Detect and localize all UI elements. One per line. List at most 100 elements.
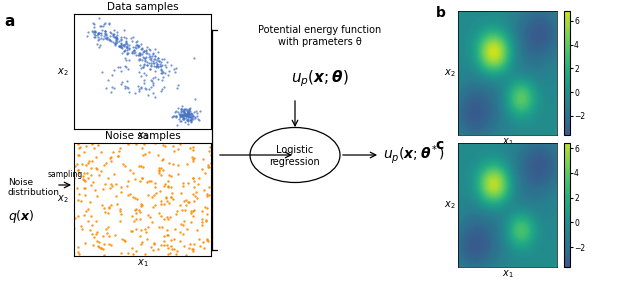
Point: [119, 238, 129, 243]
Point: [76, 199, 86, 203]
Point: [124, 46, 134, 51]
Point: [171, 212, 181, 217]
Point: [188, 176, 198, 180]
Point: [158, 167, 168, 172]
Point: [171, 251, 181, 256]
Point: [111, 34, 121, 39]
Point: [163, 252, 173, 257]
Point: [145, 215, 155, 219]
Y-axis label: $x_2$: $x_2$: [444, 67, 456, 79]
Point: [124, 90, 134, 95]
Point: [81, 209, 91, 213]
Point: [166, 194, 176, 199]
Point: [122, 51, 132, 56]
Point: [167, 247, 177, 251]
Point: [160, 71, 170, 75]
Point: [131, 43, 141, 48]
Point: [184, 115, 194, 119]
Point: [166, 184, 176, 189]
Point: [102, 224, 113, 229]
Point: [92, 33, 102, 37]
Point: [178, 109, 188, 113]
Point: [179, 243, 189, 248]
Point: [132, 197, 142, 201]
Point: [136, 85, 146, 90]
Point: [148, 193, 159, 197]
Point: [117, 51, 127, 56]
Point: [148, 61, 158, 65]
Point: [74, 192, 84, 196]
Point: [150, 184, 160, 189]
Point: [81, 171, 92, 175]
Point: [148, 51, 159, 55]
Point: [122, 48, 132, 53]
Point: [198, 157, 209, 161]
Point: [118, 49, 129, 53]
Point: [100, 32, 111, 37]
Point: [180, 107, 190, 112]
Title: Noise samples: Noise samples: [104, 131, 180, 141]
Point: [111, 32, 122, 37]
Point: [134, 163, 144, 168]
Point: [137, 57, 147, 62]
Point: [197, 219, 207, 224]
Point: [193, 175, 204, 180]
Point: [106, 181, 116, 186]
Point: [128, 251, 138, 256]
Point: [184, 109, 194, 114]
Point: [168, 144, 178, 148]
Point: [118, 43, 128, 48]
Point: [99, 253, 109, 257]
X-axis label: $x_1$: $x_1$: [502, 136, 513, 148]
Point: [154, 166, 164, 170]
Point: [158, 142, 168, 147]
Point: [94, 30, 104, 35]
Point: [184, 106, 194, 111]
Point: [179, 110, 189, 115]
Point: [80, 240, 90, 245]
Point: [121, 58, 131, 62]
Point: [89, 146, 99, 151]
Point: [166, 244, 176, 248]
Point: [87, 159, 97, 163]
Point: [152, 62, 162, 67]
Point: [188, 249, 198, 253]
Point: [111, 182, 121, 186]
Point: [186, 109, 196, 114]
Point: [182, 110, 193, 115]
Point: [166, 174, 176, 178]
Point: [187, 247, 197, 251]
Point: [144, 47, 154, 52]
Point: [172, 109, 182, 114]
Point: [109, 28, 119, 32]
Point: [147, 62, 157, 67]
Point: [184, 200, 194, 204]
Point: [148, 76, 158, 81]
Point: [74, 146, 84, 150]
Point: [188, 113, 198, 118]
Point: [178, 117, 188, 121]
Point: [130, 50, 140, 55]
Point: [163, 233, 173, 238]
Point: [156, 199, 166, 203]
Point: [166, 195, 176, 200]
Point: [170, 114, 180, 118]
Point: [161, 196, 172, 200]
Point: [154, 225, 164, 229]
Point: [177, 112, 187, 117]
Point: [172, 209, 182, 213]
Point: [177, 114, 187, 118]
Point: [136, 73, 146, 78]
Point: [156, 202, 166, 206]
Point: [183, 118, 193, 122]
Point: [188, 156, 198, 160]
Point: [97, 202, 107, 207]
Point: [97, 246, 108, 251]
Point: [195, 109, 205, 114]
Point: [170, 247, 180, 251]
Point: [134, 70, 144, 74]
Point: [204, 185, 214, 190]
Point: [135, 217, 145, 222]
X-axis label: $x_1$: $x_1$: [136, 257, 148, 269]
Point: [129, 48, 140, 53]
